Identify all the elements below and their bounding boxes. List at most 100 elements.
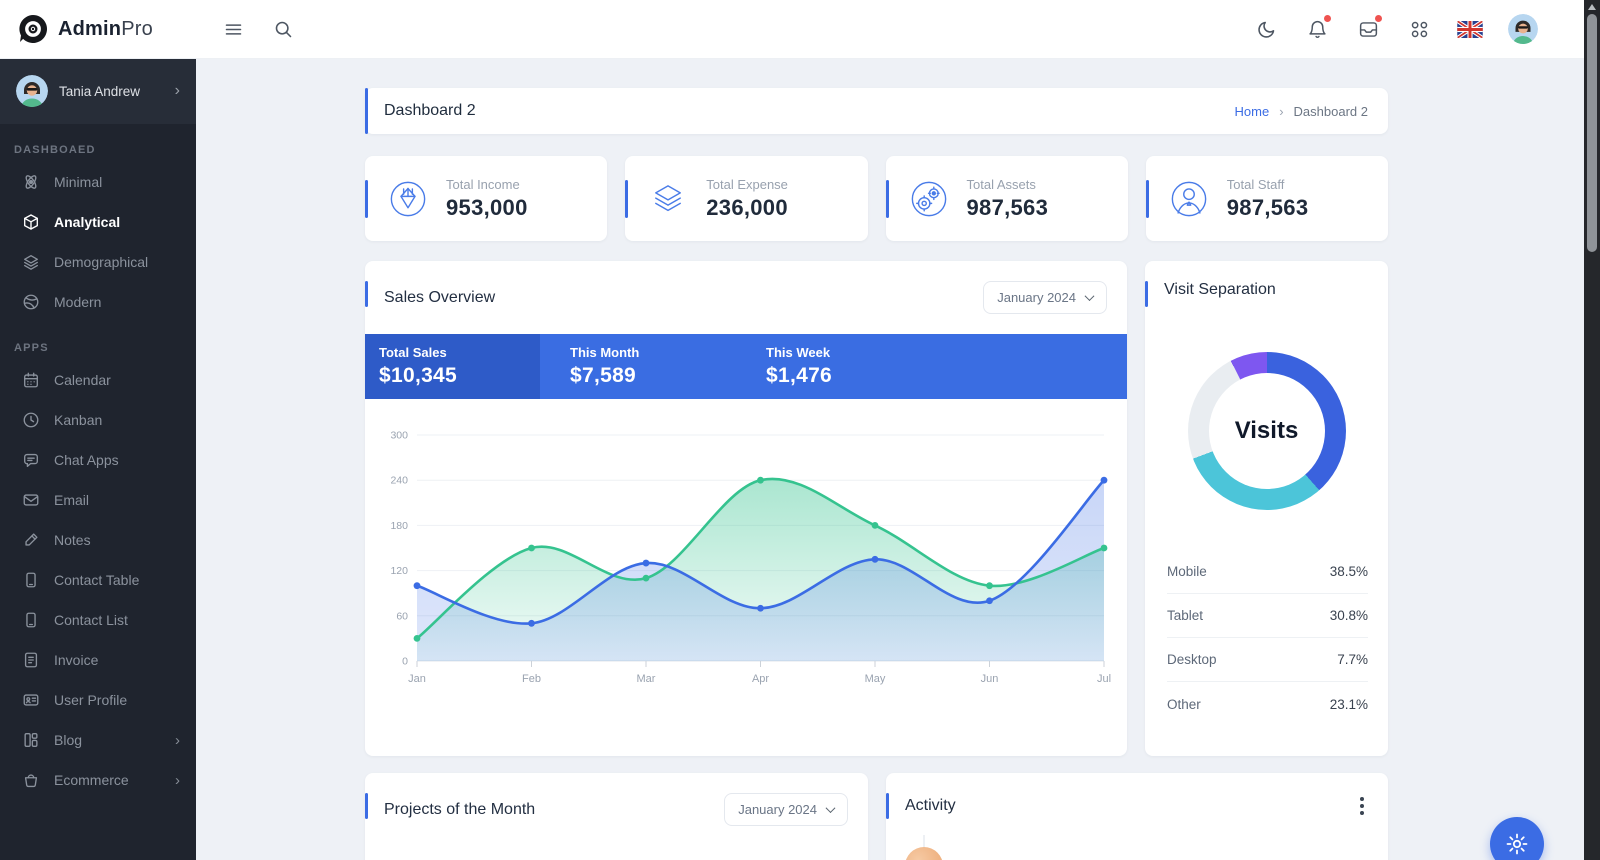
legend-row-other: Other 23.1% [1167, 682, 1368, 726]
banner-block-total-sales: Total Sales $10,345 [365, 334, 540, 399]
dribbble-icon [22, 293, 40, 311]
accent-bar [365, 793, 368, 819]
kebab-menu-icon[interactable] [1356, 793, 1368, 819]
sidebar-user-profile[interactable]: Tania Andrew › [0, 58, 196, 124]
scrollbar [1584, 0, 1600, 860]
svg-text:120: 120 [390, 565, 408, 577]
stat-label: Total Expense [706, 176, 788, 192]
sidebar-item-kanban[interactable]: Kanban [0, 400, 196, 440]
accent-bar [625, 180, 629, 218]
accent-bar [886, 793, 889, 819]
sidebar-user-avatar [16, 75, 48, 107]
settings-fab-gear-icon[interactable] [1490, 817, 1544, 860]
sidebar-item-label: Minimal [54, 174, 103, 190]
user-avatar[interactable] [1508, 14, 1538, 44]
chevron-down-icon [825, 803, 836, 814]
sidebar-item-label: Analytical [54, 214, 121, 230]
sidebar-item-label: Calendar [54, 372, 111, 388]
visits-donut-chart: Visits [1187, 352, 1346, 510]
legend-label: Mobile [1167, 564, 1207, 579]
accent-bar [885, 180, 889, 218]
stat-card-total-assets: Total Assets 987,563 [885, 156, 1128, 241]
donut-center-label: Visits [1234, 417, 1299, 444]
sidebar-item-invoice[interactable]: Invoice [0, 640, 196, 680]
sidebar-item-blog[interactable]: Blog › [0, 720, 196, 760]
brand-logo-icon [19, 15, 47, 43]
sidebar-item-email[interactable]: Email [0, 480, 196, 520]
sales-banner: Total Sales $10,345 This Month $7,589 Th… [365, 334, 1127, 399]
svg-text:240: 240 [390, 475, 408, 487]
activity-card: Activity [886, 773, 1388, 860]
sidebar-item-label: Kanban [54, 412, 103, 428]
notifications-bell-icon[interactable] [1304, 15, 1331, 42]
page-title: Dashboard 2 [384, 102, 476, 119]
visit-separation-card: Visit Separation Visits Mobile 38.5% Tab… [1145, 261, 1388, 756]
sidebar-item-calendar[interactable]: Calendar [0, 360, 196, 400]
clock-icon [22, 411, 40, 429]
sidebar-nav: DASHBOAED Minimal Analytical Demographic… [0, 144, 196, 800]
sidebar-item-analytical[interactable]: Analytical [0, 202, 196, 242]
svg-text:Jan: Jan [408, 673, 426, 685]
sales-overview-title: Sales Overview [384, 288, 496, 306]
banner-label: This Month [570, 345, 640, 360]
layers-stack-icon [647, 178, 689, 220]
accent-bar [365, 281, 368, 307]
sidebar-item-label: User Profile [54, 692, 128, 708]
projects-period-select[interactable]: January 2024 [724, 793, 848, 826]
breadcrumb: Home › Dashboard 2 [1235, 104, 1368, 119]
svg-text:Feb: Feb [522, 673, 541, 685]
banner-value: $1,476 [766, 364, 833, 387]
sidebar-item-label: Modern [54, 294, 102, 310]
sidebar-section-label: DASHBOAED [14, 144, 96, 156]
sidebar-item-contact-list[interactable]: Contact List [0, 600, 196, 640]
legend-value: 38.5% [1329, 564, 1368, 579]
sidebar-item-label: Demographical [54, 254, 149, 270]
accent-bar [365, 180, 368, 218]
sidebar-item-minimal[interactable]: Minimal [0, 162, 196, 202]
sales-overview-card: Sales Overview January 2024 Total Sales … [365, 261, 1127, 756]
messages-inbox-icon[interactable] [1355, 15, 1382, 42]
sidebar-item-ecommerce[interactable]: Ecommerce › [0, 760, 196, 800]
stats-row: Total Income 953,000 Total Expense 236,0… [365, 156, 1388, 241]
banner-block-this-week: This Week $1,476 [736, 334, 932, 399]
hamburger-menu-icon[interactable] [220, 16, 246, 42]
sidebar-item-label: Email [54, 492, 90, 508]
stat-value: 987,563 [966, 194, 1049, 220]
activity-timeline-avatar [905, 847, 943, 860]
svg-text:180: 180 [390, 520, 408, 532]
stat-value: 953,000 [446, 194, 528, 220]
layers-icon [22, 253, 40, 271]
stat-label: Total Staff [1226, 176, 1285, 192]
visit-separation-title: Visit Separation [1164, 281, 1276, 298]
page-title-card: Dashboard 2 Home › Dashboard 2 [365, 88, 1388, 134]
sidebar-item-chat-apps[interactable]: Chat Apps [0, 440, 196, 480]
chat-icon [22, 451, 40, 469]
breadcrumb-home-link[interactable]: Home [1234, 103, 1270, 119]
scrollbar-thumb[interactable] [1587, 14, 1597, 252]
banner-block-this-month: This Month $7,589 [540, 334, 736, 399]
search-icon[interactable] [270, 16, 296, 42]
sidebar-item-notes[interactable]: Notes [0, 520, 196, 560]
projects-of-month-card: Projects of the Month January 2024 [365, 773, 868, 860]
sales-period-select[interactable]: January 2024 [983, 281, 1107, 314]
breadcrumb-separator: › [1279, 103, 1284, 119]
language-flag-uk-icon[interactable] [1457, 20, 1483, 38]
id-card-icon [22, 691, 40, 709]
calendar-icon [22, 371, 40, 389]
dark-mode-moon-icon[interactable] [1253, 16, 1279, 42]
svg-text:60: 60 [396, 610, 408, 622]
scrollbar-up-arrow[interactable] [1588, 4, 1596, 10]
apps-grid-icon[interactable] [1406, 16, 1432, 42]
chevron-right-icon: › [175, 771, 180, 789]
phone-icon [22, 571, 40, 589]
sidebar-section: APPS Calendar Kanban Chat Apps Email Not… [0, 342, 196, 800]
sidebar-item-demographical[interactable]: Demographical [0, 242, 196, 282]
sidebar-item-modern[interactable]: Modern [0, 282, 196, 322]
sidebar-item-contact-table[interactable]: Contact Table [0, 560, 196, 600]
accent-bar [1145, 281, 1148, 307]
brand: AdminPro [0, 14, 196, 44]
sidebar-item-user-profile[interactable]: User Profile [0, 680, 196, 720]
legend-value: 7.7% [1337, 652, 1368, 667]
legend-row-desktop: Desktop 7.7% [1167, 638, 1368, 682]
